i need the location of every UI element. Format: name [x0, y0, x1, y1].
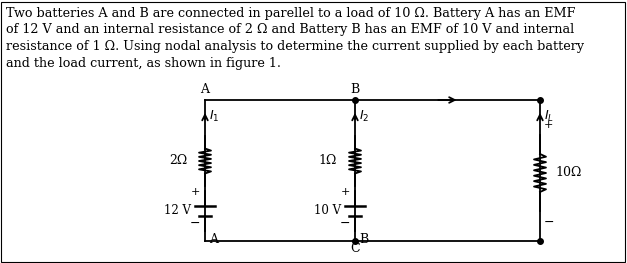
Text: $I_1$: $I_1$	[209, 108, 219, 124]
Text: +: +	[544, 120, 554, 130]
Text: $I_L$: $I_L$	[544, 108, 554, 124]
Text: 10Ω: 10Ω	[555, 166, 581, 180]
Text: C: C	[350, 242, 360, 255]
Text: −: −	[544, 216, 554, 229]
Text: −: −	[189, 217, 200, 230]
Text: +: +	[191, 187, 200, 197]
Text: 2Ω: 2Ω	[169, 154, 187, 168]
Text: Two batteries A and B are connected in parellel to a load of 10 Ω. Battery A has: Two batteries A and B are connected in p…	[6, 7, 584, 69]
Text: 10 V: 10 V	[314, 205, 341, 218]
Text: +: +	[340, 187, 350, 197]
Text: 1Ω: 1Ω	[319, 154, 337, 168]
Text: A: A	[209, 233, 218, 246]
Text: −: −	[339, 217, 350, 230]
Text: B: B	[359, 233, 368, 246]
Text: $I_2$: $I_2$	[359, 108, 369, 124]
Text: B: B	[350, 83, 360, 96]
Text: 12 V: 12 V	[164, 205, 191, 218]
Text: A: A	[201, 83, 209, 96]
